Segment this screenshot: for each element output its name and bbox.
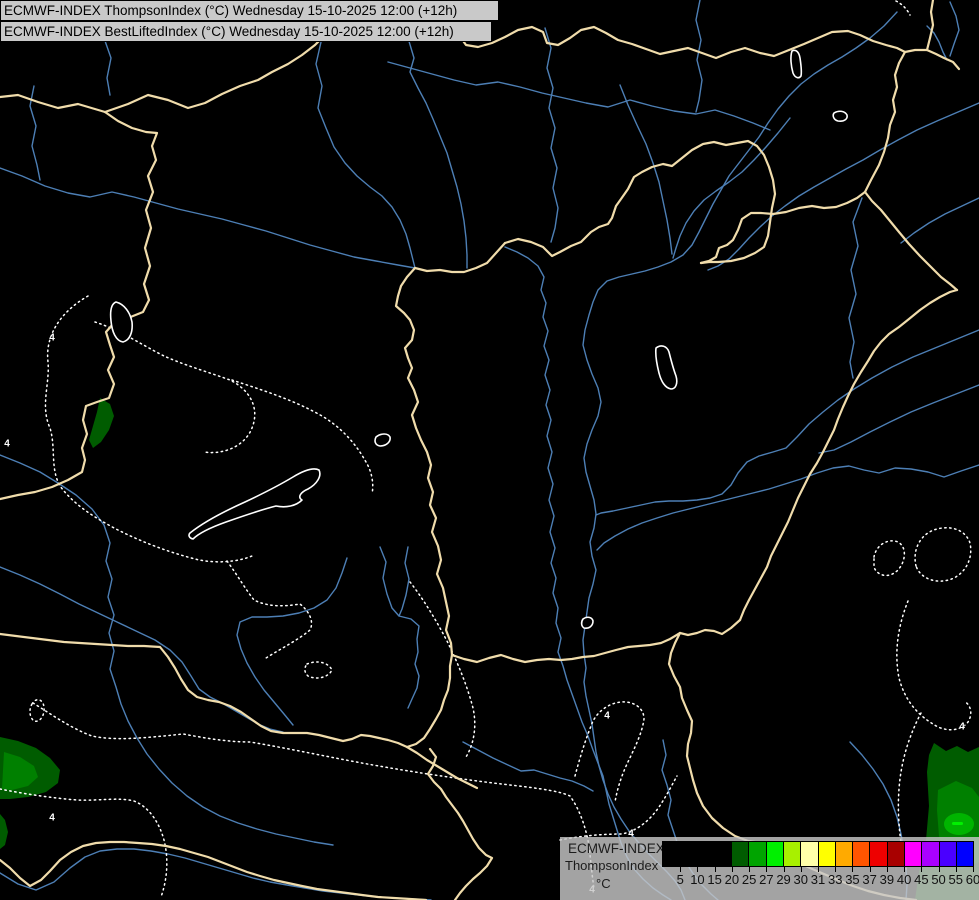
colorbar-tick: [869, 866, 871, 872]
colorbar-cell: [783, 842, 802, 866]
legend-unit-label: °C: [596, 876, 611, 891]
colorbar-tick-label: 60: [965, 872, 979, 887]
contour-value-label: 4: [959, 721, 965, 733]
colorbar-cell: [801, 842, 819, 866]
colorbar-tick: [938, 866, 940, 872]
colorbar-cell: [956, 842, 974, 866]
colorbar-tick-label: 37: [862, 872, 877, 887]
colorbar-cell: [904, 842, 923, 866]
contour-value-label: 4: [604, 710, 610, 722]
lake-balaton: [188, 468, 321, 540]
contour-value-label: 4: [49, 812, 55, 824]
lakes: [109, 49, 848, 629]
colorbar-cell: [922, 842, 940, 866]
title-text-primary: ECMWF-INDEX ThompsonIndex (°C) Wednesday…: [4, 3, 458, 18]
colorbar-tick: [886, 866, 888, 872]
colorbar-tick: [955, 866, 957, 872]
colorbar-cell: [749, 842, 767, 866]
colorbar-tick: [973, 866, 974, 872]
lake-neusiedl: [109, 301, 133, 343]
title-bar-secondary: ECMWF-INDEX BestLiftedIndex (°C) Wednesd…: [0, 21, 492, 42]
colorbar-cell: [680, 842, 698, 866]
colorbar-tick-label: 40: [896, 872, 912, 887]
colorbar-cell: [870, 842, 888, 866]
colorbar-tick-label: 30: [793, 872, 808, 887]
colorbar-cell: [853, 842, 871, 866]
colorbar-tick: [766, 866, 768, 872]
colorbar-tick-label: 27: [759, 872, 774, 887]
contour-value-label: 4: [49, 332, 55, 344]
colorbar-cell: [939, 842, 957, 866]
colorbar-tick-label: 39: [879, 872, 895, 887]
colorbar-tick: [921, 866, 923, 872]
contour-value-label: 4: [4, 438, 10, 450]
colorbar-tick: [904, 866, 906, 872]
colorbar-tick: [835, 866, 837, 872]
colorbar-cell: [697, 842, 715, 866]
contour-value-label: 4: [628, 828, 634, 840]
colorbar-tick-label: 10: [690, 872, 705, 887]
colorbar-cell: [766, 842, 784, 866]
title-bar-primary: ECMWF-INDEX ThompsonIndex (°C) Wednesday…: [0, 0, 499, 21]
colorbar-tick: [697, 866, 699, 872]
colorbar-tick-label: 50: [931, 872, 946, 887]
colorbar-tick: [714, 866, 716, 872]
colorbar-tick: [852, 866, 854, 872]
colorbar-tick-label: 35: [845, 872, 860, 887]
legend-model-label: ECMWF-INDEX: [568, 841, 665, 856]
lake-tisza: [654, 345, 678, 390]
colorbar-tick-label: 25: [741, 872, 757, 887]
colorbar-tick-label: 33: [827, 872, 843, 887]
legend-parameter-label: ThompsonIndex: [565, 858, 659, 873]
colorbar-tick: [680, 866, 682, 872]
colorbar-cell: [714, 842, 733, 866]
colorbar-tick-label: 20: [724, 872, 740, 887]
colorbar-tick-label: 31: [810, 872, 826, 887]
colorbar-tick: [749, 866, 751, 872]
colorbar-cell: [818, 842, 836, 866]
colorbar-tick-label: 29: [776, 872, 791, 887]
colorbar-cell: [835, 842, 854, 866]
colorbar-cell: [663, 842, 681, 866]
title-text-secondary: ECMWF-INDEX BestLiftedIndex (°C) Wednesd…: [4, 24, 454, 39]
colorbar-tick: [783, 866, 785, 872]
index-shading: [0, 398, 979, 900]
colorbar-tick-label: 15: [707, 872, 722, 887]
colorbar-cell: [732, 842, 750, 866]
colorbar-cell: [887, 842, 905, 866]
legend-colorbar: [662, 841, 974, 867]
colorbar-tick: [731, 866, 733, 872]
legend: ECMWF-INDEX ThompsonIndex °C 5 10 15 20 25 27…: [560, 837, 979, 900]
colorbar-tick-label: 45: [914, 872, 929, 887]
colorbar-tick-label: 5: [676, 872, 684, 887]
colorbar-tick-label: 55: [948, 872, 963, 887]
colorbar-tick: [800, 866, 802, 872]
colorbar-tick: [818, 866, 819, 872]
